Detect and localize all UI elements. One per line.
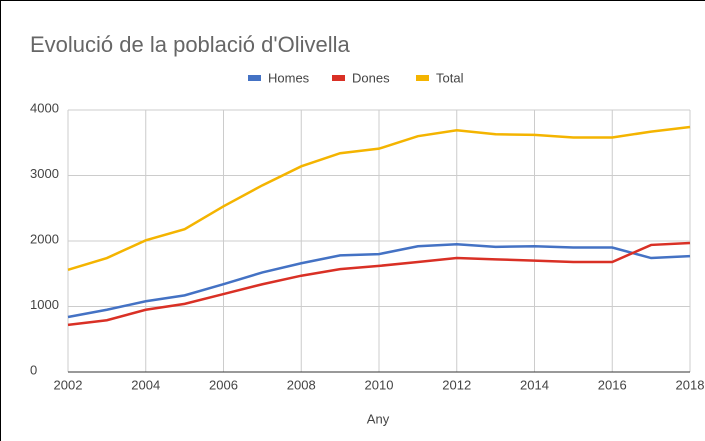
legend-label: Dones — [352, 70, 390, 85]
x-tick-label: 2010 — [365, 377, 394, 392]
x-axis-label: Any — [367, 411, 390, 426]
y-tick-label: 1000 — [30, 297, 59, 312]
chart-title: Evolució de la població d'Olivella — [30, 32, 350, 57]
legend-label: Total — [436, 70, 464, 85]
y-tick-label: 3000 — [30, 166, 59, 181]
legend-swatch — [416, 75, 429, 81]
legend-swatch — [248, 75, 261, 81]
x-tick-label: 2004 — [131, 377, 160, 392]
x-tick-label: 2002 — [54, 377, 83, 392]
x-tick-label: 2014 — [520, 377, 549, 392]
x-tick-label: 2006 — [209, 377, 238, 392]
line — [67, 125, 691, 272]
x-tick-label: 2008 — [287, 377, 316, 392]
x-tick-label: 2016 — [598, 377, 627, 392]
legend-swatch — [332, 75, 345, 81]
x-tick-label: 2018 — [676, 377, 705, 392]
line — [67, 241, 691, 327]
line — [67, 243, 691, 319]
legend-label: Homes — [268, 70, 310, 85]
y-tick-label: 2000 — [30, 231, 59, 246]
y-tick-label: 0 — [30, 362, 37, 377]
x-tick-label: 2012 — [442, 377, 471, 392]
y-tick-label: 4000 — [30, 100, 59, 115]
